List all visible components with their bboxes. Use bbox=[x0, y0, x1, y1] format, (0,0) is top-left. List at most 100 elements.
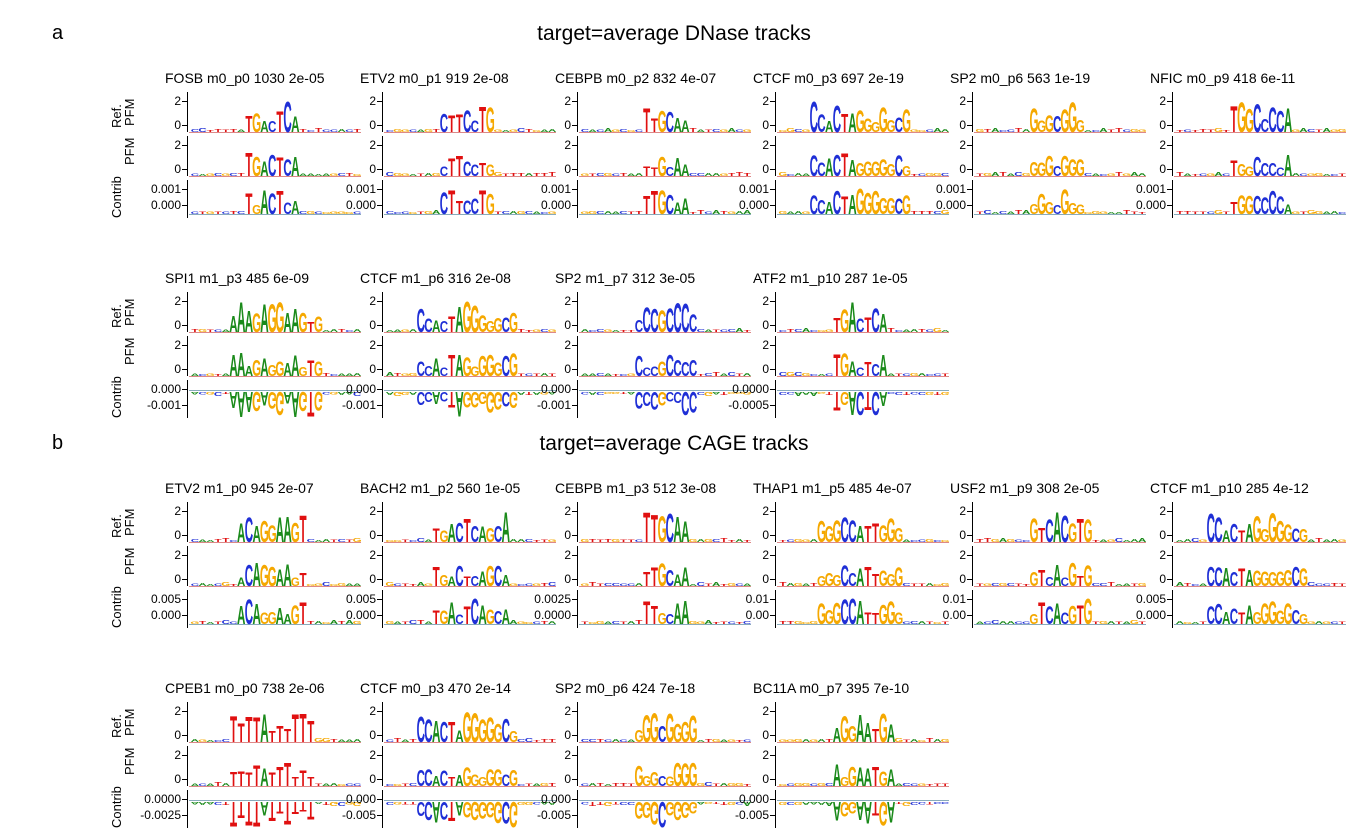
y-axis bbox=[187, 546, 188, 586]
logo-letter: T bbox=[1038, 566, 1045, 591]
logo-letter: C bbox=[658, 794, 666, 832]
logo-letter: G bbox=[1284, 564, 1293, 591]
y-tick-label: 2 bbox=[564, 704, 571, 718]
logo-letter: G bbox=[941, 738, 950, 743]
baseline bbox=[777, 390, 949, 391]
logo-letter: G bbox=[509, 794, 518, 832]
logo-letter: C bbox=[1276, 192, 1284, 220]
logo-letter: T bbox=[402, 782, 410, 786]
logo-letter: G bbox=[658, 357, 667, 381]
logo-letter: T bbox=[292, 708, 299, 751]
logo-letter: C bbox=[779, 391, 788, 396]
logo-letter: A bbox=[673, 115, 681, 137]
logo-letter: A bbox=[307, 172, 316, 177]
logo-letter: A bbox=[1107, 211, 1115, 214]
logo-letter: G bbox=[1276, 514, 1285, 548]
logo-letter: C bbox=[1007, 582, 1016, 587]
logo-letter: A bbox=[1122, 620, 1131, 625]
logo-letter: G bbox=[856, 160, 865, 180]
logo-letter: A bbox=[455, 348, 463, 382]
logo-letter: T bbox=[864, 313, 871, 337]
logo-letter: A bbox=[802, 391, 811, 396]
logo-letter: G bbox=[1330, 128, 1339, 132]
logo-letter: G bbox=[486, 560, 495, 593]
y-tick-label: 0 bbox=[174, 528, 181, 542]
logo-letter: A bbox=[252, 598, 260, 631]
y-tick-label: 0.01 bbox=[745, 592, 769, 606]
logo-letter: C bbox=[1268, 160, 1276, 180]
logo-letter: C bbox=[198, 373, 206, 376]
logo-letter: G bbox=[1029, 513, 1038, 551]
logo-letter: A bbox=[345, 391, 353, 395]
logo-letter: A bbox=[1245, 566, 1253, 591]
logo-letter: C bbox=[440, 163, 448, 179]
logo-letter: G bbox=[470, 298, 479, 340]
logo-letter: C bbox=[918, 391, 927, 396]
logo-letter: C bbox=[471, 117, 479, 135]
y-tick-label: 2 bbox=[1159, 504, 1166, 518]
logo-letter: T bbox=[1184, 582, 1192, 588]
logo-letter: G bbox=[470, 363, 479, 379]
y-tick-label: -0.0005 bbox=[728, 398, 769, 412]
logo-letter: T bbox=[1176, 210, 1184, 215]
logo-letter: C bbox=[848, 514, 856, 550]
logo-letter: A bbox=[424, 539, 432, 543]
y-tick-label: 2 bbox=[762, 704, 769, 718]
logo-letter: G bbox=[863, 116, 872, 137]
y-tick bbox=[770, 369, 775, 370]
logo-letter: T bbox=[1077, 513, 1084, 550]
y-tick-label: 2 bbox=[369, 294, 376, 308]
y-tick bbox=[967, 101, 972, 102]
y-tick bbox=[377, 369, 382, 370]
logo-letter: G bbox=[902, 163, 911, 179]
logo-letter: A bbox=[999, 537, 1008, 543]
y-tick-label: 0.000 bbox=[345, 792, 376, 806]
logo-letter: G bbox=[260, 558, 269, 592]
baseline bbox=[1174, 214, 1346, 215]
logo-letter: C bbox=[627, 801, 636, 806]
y-tick-label: 0 bbox=[1159, 118, 1166, 132]
logo-letter: T bbox=[533, 372, 541, 377]
y-tick bbox=[182, 389, 187, 390]
logo-letter: G bbox=[832, 596, 841, 630]
logo-letter: G bbox=[975, 128, 984, 133]
logo-letter: T bbox=[199, 620, 207, 625]
logo-letter: G bbox=[314, 583, 323, 587]
logo-letter: G bbox=[794, 538, 803, 543]
logo-letter: T bbox=[269, 727, 277, 745]
logo-letter: T bbox=[651, 165, 659, 179]
y-tick-label: 0 bbox=[174, 318, 181, 332]
logo-letter: G bbox=[291, 601, 300, 631]
y-tick-label: 2 bbox=[564, 94, 571, 108]
logo-letter: G bbox=[524, 621, 534, 624]
logo-letter: A bbox=[627, 620, 636, 625]
logo-letter: G bbox=[778, 210, 787, 215]
logo-letter: T bbox=[338, 328, 346, 333]
logo-letter: A bbox=[509, 210, 518, 215]
logo-letter: A bbox=[424, 621, 432, 625]
logo-letter: G bbox=[879, 794, 888, 831]
logo-letter: C bbox=[314, 211, 322, 215]
logo-letter: T bbox=[589, 581, 597, 587]
logo-letter: C bbox=[1099, 173, 1107, 176]
logo-letter: A bbox=[627, 739, 635, 743]
logo-letter: T bbox=[643, 504, 650, 552]
y-tick-label: 0 bbox=[369, 118, 376, 132]
y-tick bbox=[770, 535, 775, 536]
y-axis bbox=[382, 92, 383, 132]
logo-letter: C bbox=[635, 129, 643, 133]
logo-letter: C bbox=[1061, 576, 1070, 589]
logo-letter: A bbox=[283, 558, 291, 594]
y-tick bbox=[1167, 125, 1172, 126]
logo-letter: T bbox=[215, 210, 223, 214]
logo-letter: G bbox=[1037, 118, 1046, 137]
y-tick bbox=[182, 535, 187, 536]
y-tick-label: 0.001 bbox=[935, 182, 966, 196]
motif-title: CTCF m0_p3 697 2e-19 bbox=[753, 70, 904, 86]
logo-letter: A bbox=[848, 191, 856, 221]
logo-letter: A bbox=[1022, 128, 1031, 133]
